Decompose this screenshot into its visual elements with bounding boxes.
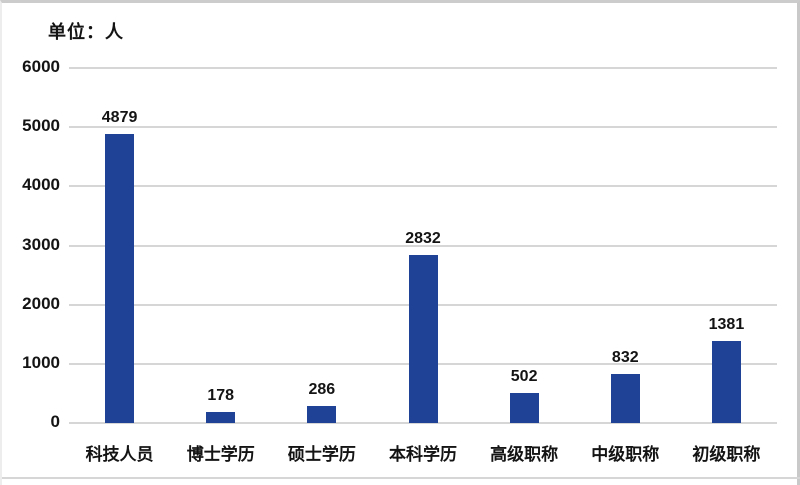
x-category-label: 博士学历 <box>186 445 255 464</box>
gridline-6000 <box>69 67 777 69</box>
x-category-label: 高级职称 <box>490 445 559 464</box>
gridline-3000 <box>69 244 777 247</box>
x-category-label: 初级职称 <box>692 445 761 464</box>
bar-硕士学历 <box>307 406 337 423</box>
bar-value-label: 1381 <box>708 316 745 334</box>
x-category-label: 本科学历 <box>388 445 457 464</box>
gridline-5000 <box>69 126 777 129</box>
y-tick-label: 1000 <box>22 352 60 372</box>
y-tick-label: 2000 <box>22 293 60 313</box>
bar-value-label: 832 <box>611 348 639 366</box>
bar-科技人员 <box>105 134 135 423</box>
x-category-label: 中级职称 <box>591 445 660 464</box>
bar-value-label: 502 <box>510 368 538 386</box>
y-tick-label: 0 <box>50 412 60 431</box>
x-category-label: 科技人员 <box>85 445 154 464</box>
bar-初级职称 <box>711 341 741 423</box>
gridline-4000 <box>69 185 777 188</box>
bar-本科学历 <box>408 255 438 423</box>
y-tick-label: 3000 <box>22 234 60 254</box>
bar-value-label: 178 <box>207 387 235 405</box>
y-tick-label: 4000 <box>22 175 60 195</box>
bottom-border-line <box>2 477 800 479</box>
bar-value-label: 286 <box>308 381 336 399</box>
gridline-0 <box>69 422 777 424</box>
bar-value-label: 2832 <box>405 230 441 248</box>
bar-value-label: 4879 <box>101 109 138 127</box>
y-tick-label: 5000 <box>22 116 60 136</box>
x-axis: 科技人员 博士学历 硕士学历 本科学历 高级职称 中级职称 初级职称 <box>69 440 777 466</box>
bar-博士学历 <box>206 412 236 423</box>
plot-area: 4879 178 286 2832 502 832 1381 <box>69 67 777 424</box>
bar-中级职称 <box>610 373 640 423</box>
unit-label: 单位：人 <box>48 22 124 42</box>
y-tick-label: 6000 <box>22 57 60 76</box>
bar-高级职称 <box>509 393 539 423</box>
x-category-label: 硕士学历 <box>287 445 356 464</box>
